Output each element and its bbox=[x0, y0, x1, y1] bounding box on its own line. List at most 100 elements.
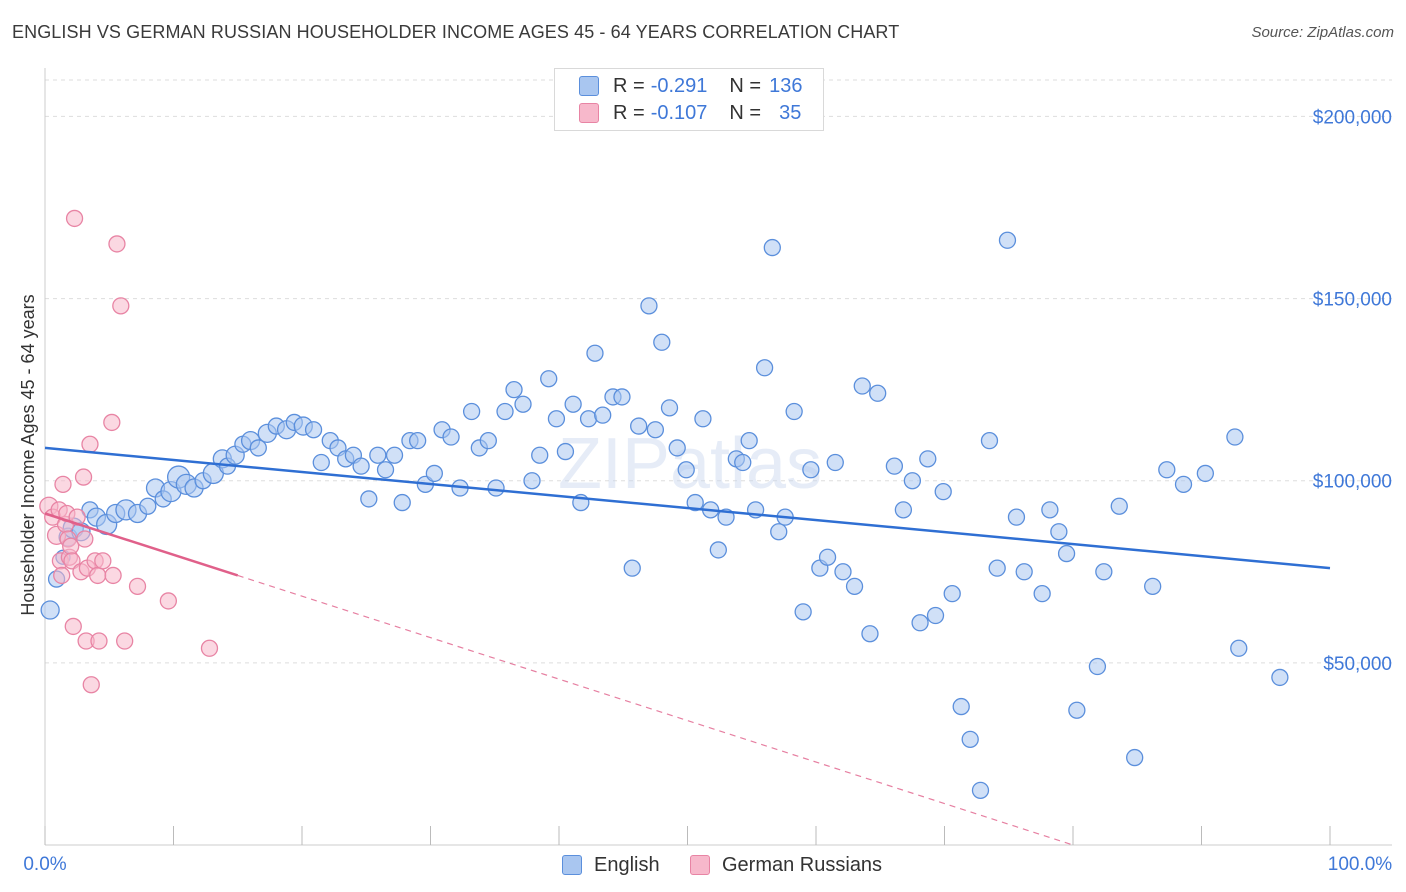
english-point bbox=[640, 297, 658, 315]
german-russians-point bbox=[108, 235, 126, 253]
chart-title: ENGLISH VS GERMAN RUSSIAN HOUSEHOLDER IN… bbox=[12, 22, 900, 42]
y-tick-label: $200,000 bbox=[1313, 107, 1392, 128]
legend-row-english: R = -0.291 N = 136 bbox=[579, 73, 802, 99]
legend-n-value: 35 bbox=[779, 101, 802, 124]
english-point bbox=[885, 457, 904, 475]
english-trend-line bbox=[44, 446, 1331, 570]
english-point bbox=[1144, 577, 1162, 596]
english-swatch bbox=[562, 855, 582, 875]
legend-r-label: R = bbox=[613, 74, 645, 97]
german-russians-point bbox=[64, 617, 82, 636]
english-point bbox=[523, 472, 541, 490]
english-point bbox=[911, 614, 929, 632]
german-russians-point bbox=[74, 468, 93, 486]
german-russians-series bbox=[39, 209, 219, 694]
english-point bbox=[376, 461, 395, 479]
english-point bbox=[496, 402, 514, 421]
english-point bbox=[1095, 563, 1113, 581]
english-point bbox=[531, 446, 549, 464]
english-point bbox=[686, 493, 704, 512]
english-point bbox=[393, 493, 411, 512]
english-point bbox=[352, 457, 370, 475]
english-point bbox=[853, 377, 871, 395]
english-point bbox=[1068, 701, 1086, 719]
german-russians-swatch bbox=[690, 855, 710, 875]
english-point bbox=[894, 501, 913, 519]
english-point bbox=[1015, 563, 1033, 581]
german-russians-point bbox=[76, 530, 94, 548]
german-russians-point bbox=[128, 577, 147, 596]
german-russians-point bbox=[89, 566, 107, 585]
english-point bbox=[564, 395, 582, 413]
english-point bbox=[487, 479, 505, 497]
english-point bbox=[943, 584, 961, 603]
english-point bbox=[594, 406, 612, 424]
english-point bbox=[834, 563, 852, 581]
german-russians-point bbox=[68, 508, 86, 526]
german-russians-point bbox=[81, 435, 99, 453]
axis-labels: Householder Income Ages 45 - 64 years bbox=[18, 294, 38, 615]
english-point bbox=[961, 730, 979, 749]
english-point bbox=[249, 439, 267, 457]
english-point bbox=[360, 490, 378, 508]
english-point bbox=[988, 559, 1006, 577]
english-point bbox=[1110, 497, 1128, 515]
english-point bbox=[442, 428, 460, 446]
gridlines: $50,000 $100,000 $150,000 $200,000 bbox=[45, 79, 1392, 675]
english-point bbox=[1271, 668, 1289, 687]
english-series bbox=[40, 231, 1289, 800]
german-russians-point bbox=[82, 676, 100, 694]
german-russians-trend-line bbox=[44, 512, 239, 577]
english-point bbox=[1126, 748, 1144, 767]
english-point bbox=[1174, 475, 1193, 494]
german-russians-swatch bbox=[579, 103, 599, 123]
english-point bbox=[312, 453, 330, 472]
english-point bbox=[623, 559, 641, 577]
english-point bbox=[934, 482, 952, 501]
english-point bbox=[770, 523, 788, 541]
english-point bbox=[794, 603, 812, 621]
bottom-legend-english: English bbox=[562, 852, 660, 878]
german-russians-point bbox=[116, 632, 134, 650]
english-point bbox=[869, 384, 887, 402]
english-point bbox=[826, 453, 844, 472]
english-point bbox=[1033, 584, 1051, 603]
legend-row-german-russians: R = -0.107 N = 35 bbox=[579, 100, 801, 126]
english-point bbox=[304, 421, 323, 439]
english-legend-label: English bbox=[594, 853, 660, 876]
english-point bbox=[980, 431, 999, 450]
english-point bbox=[1050, 523, 1068, 541]
legend-r-value: -0.291 bbox=[650, 74, 708, 97]
trend-lines bbox=[44, 446, 1331, 846]
german-russians-point bbox=[53, 566, 71, 585]
english-point bbox=[1007, 508, 1026, 526]
english-point bbox=[709, 541, 727, 559]
english-point bbox=[630, 417, 648, 435]
english-point bbox=[861, 625, 879, 643]
english-point bbox=[369, 446, 387, 464]
german-russians-trend-extension bbox=[237, 574, 1074, 846]
english-point bbox=[971, 781, 990, 800]
english-point bbox=[818, 548, 837, 566]
english-point bbox=[1057, 544, 1076, 563]
german-russians-point bbox=[94, 552, 112, 570]
x-tick-label-min: 0.0% bbox=[23, 854, 66, 875]
german-russians-point bbox=[104, 566, 122, 585]
english-point bbox=[1226, 428, 1244, 446]
legend-r-label: R = bbox=[613, 101, 645, 124]
stats-legend: R = -0.291 N = 136 R = -0.107 N = 35 bbox=[554, 68, 824, 131]
english-point bbox=[668, 439, 686, 457]
english-point bbox=[505, 380, 523, 399]
german-russians-point bbox=[65, 209, 84, 228]
german-russians-point bbox=[112, 297, 130, 315]
english-point bbox=[919, 450, 937, 468]
english-point bbox=[653, 333, 671, 351]
german-russians-point bbox=[200, 639, 219, 657]
english-point bbox=[479, 431, 497, 450]
legend-n-value: 136 bbox=[769, 74, 803, 97]
y-tick-label: $150,000 bbox=[1313, 290, 1392, 311]
english-point bbox=[1230, 639, 1248, 657]
german-russians-point bbox=[90, 632, 108, 650]
english-point bbox=[952, 697, 970, 716]
english-point bbox=[845, 577, 864, 596]
